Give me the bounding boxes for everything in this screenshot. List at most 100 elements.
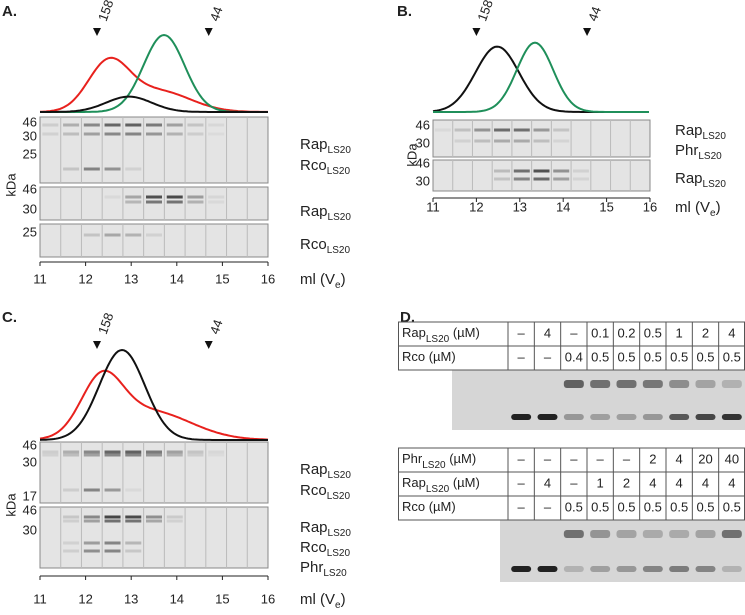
gel-band — [63, 453, 80, 457]
table-cell: 4 — [544, 475, 551, 490]
label-main: Rco (µM) — [402, 499, 456, 514]
gel-band — [104, 132, 121, 136]
marker-triangle — [583, 28, 592, 36]
gel-band — [125, 167, 142, 171]
gel-band — [166, 450, 183, 454]
gel-band — [63, 132, 80, 136]
table-cell: – — [570, 475, 578, 490]
table-cell: 40 — [725, 451, 739, 466]
gel-band — [616, 380, 637, 388]
label: Rco (µM) — [402, 349, 456, 364]
gel-band — [642, 414, 663, 420]
gel-band — [83, 541, 100, 545]
label: RapLS20 — [675, 122, 726, 142]
gel-band — [454, 139, 471, 143]
label-sub: LS20 — [327, 548, 351, 559]
marker-label: 158 — [95, 311, 117, 337]
y-axis-label: kDa — [404, 143, 419, 167]
label-main: Rap — [402, 325, 426, 340]
gel-band — [590, 414, 611, 420]
elution-curve — [39, 56, 268, 113]
label-main: Rco — [300, 236, 327, 253]
gel-band — [166, 515, 183, 519]
gel-band — [553, 177, 570, 181]
gel-band — [642, 530, 663, 538]
gel-band — [146, 123, 162, 127]
gel-band — [125, 450, 142, 454]
table-cell: 0.5 — [565, 499, 583, 514]
table-cell: 4 — [728, 325, 735, 340]
table-cell: 0.2 — [617, 325, 635, 340]
gel-band — [104, 195, 121, 199]
table-row — [398, 495, 745, 521]
gel-band — [63, 123, 80, 127]
marker-triangle — [204, 28, 213, 36]
gel-band — [669, 566, 690, 572]
table-cell: 0.5 — [617, 349, 635, 364]
table-cell: 2 — [649, 451, 656, 466]
label-tail: (µM) — [446, 451, 477, 466]
gel-tick-label: 46 — [23, 114, 37, 129]
x-tick-label: 16 — [643, 199, 657, 214]
x-tick-label: 12 — [469, 199, 483, 214]
gel-band — [563, 566, 584, 572]
gel-band — [494, 169, 511, 173]
gel-band — [563, 380, 584, 388]
label-sub: LS20 — [426, 484, 450, 495]
label-sub: LS20 — [328, 145, 352, 156]
gel-band — [695, 414, 716, 420]
x-tick-label: 16 — [261, 271, 275, 286]
table-cell: 0.5 — [644, 349, 662, 364]
gel-tick-label: 30 — [23, 128, 37, 143]
gel-band — [63, 515, 80, 519]
x-tick-label: 13 — [124, 271, 138, 286]
marker-label: 44 — [585, 4, 604, 23]
gel-band — [669, 530, 690, 538]
gel-band — [104, 123, 121, 127]
label-sub: e — [335, 600, 341, 610]
label-tail: ) — [341, 591, 346, 608]
gel-band — [208, 123, 225, 127]
table-cell: 0.5 — [723, 349, 741, 364]
x-tick-label: 14 — [556, 199, 570, 214]
gel-band — [208, 200, 225, 204]
gel-band — [146, 233, 162, 237]
gel-tick-label: 30 — [23, 201, 37, 216]
label: RapLS20 (µM) — [402, 475, 480, 494]
gel-band — [125, 515, 142, 519]
table-row — [398, 345, 745, 371]
gel-band — [563, 414, 584, 420]
label: RapLS20 — [300, 519, 351, 539]
panel-label: B. — [397, 3, 412, 20]
gel — [432, 159, 651, 192]
label-main: Rco — [300, 539, 327, 556]
gel-band — [537, 414, 558, 420]
gel-band — [669, 414, 690, 420]
table-cell: 0.5 — [696, 349, 714, 364]
gel-band — [63, 167, 80, 171]
gel-band — [125, 233, 142, 237]
gel-band — [669, 380, 690, 388]
gel-band — [83, 123, 100, 127]
table-cell: – — [544, 349, 552, 364]
gel-band — [166, 200, 183, 204]
gel-band — [537, 566, 558, 572]
label-sub: LS20 — [327, 491, 351, 502]
gel-band — [563, 530, 584, 538]
gel-band — [125, 453, 142, 457]
table-cell: – — [570, 325, 578, 340]
gel-band — [125, 132, 142, 136]
label-main: Rap — [300, 519, 328, 536]
label: RcoLS20 — [300, 482, 350, 502]
gel-band — [146, 195, 162, 199]
gel-band — [616, 530, 637, 538]
gel-band — [513, 139, 530, 143]
label-sub: LS20 — [422, 460, 446, 471]
gel-band — [83, 233, 100, 237]
gel-tick-label: 30 — [416, 173, 430, 188]
gel-tick-label: 46 — [23, 502, 37, 517]
x-tick-label: 15 — [215, 271, 229, 286]
gel-band — [642, 380, 663, 388]
gel-band — [104, 515, 121, 519]
gel-band — [590, 380, 611, 388]
